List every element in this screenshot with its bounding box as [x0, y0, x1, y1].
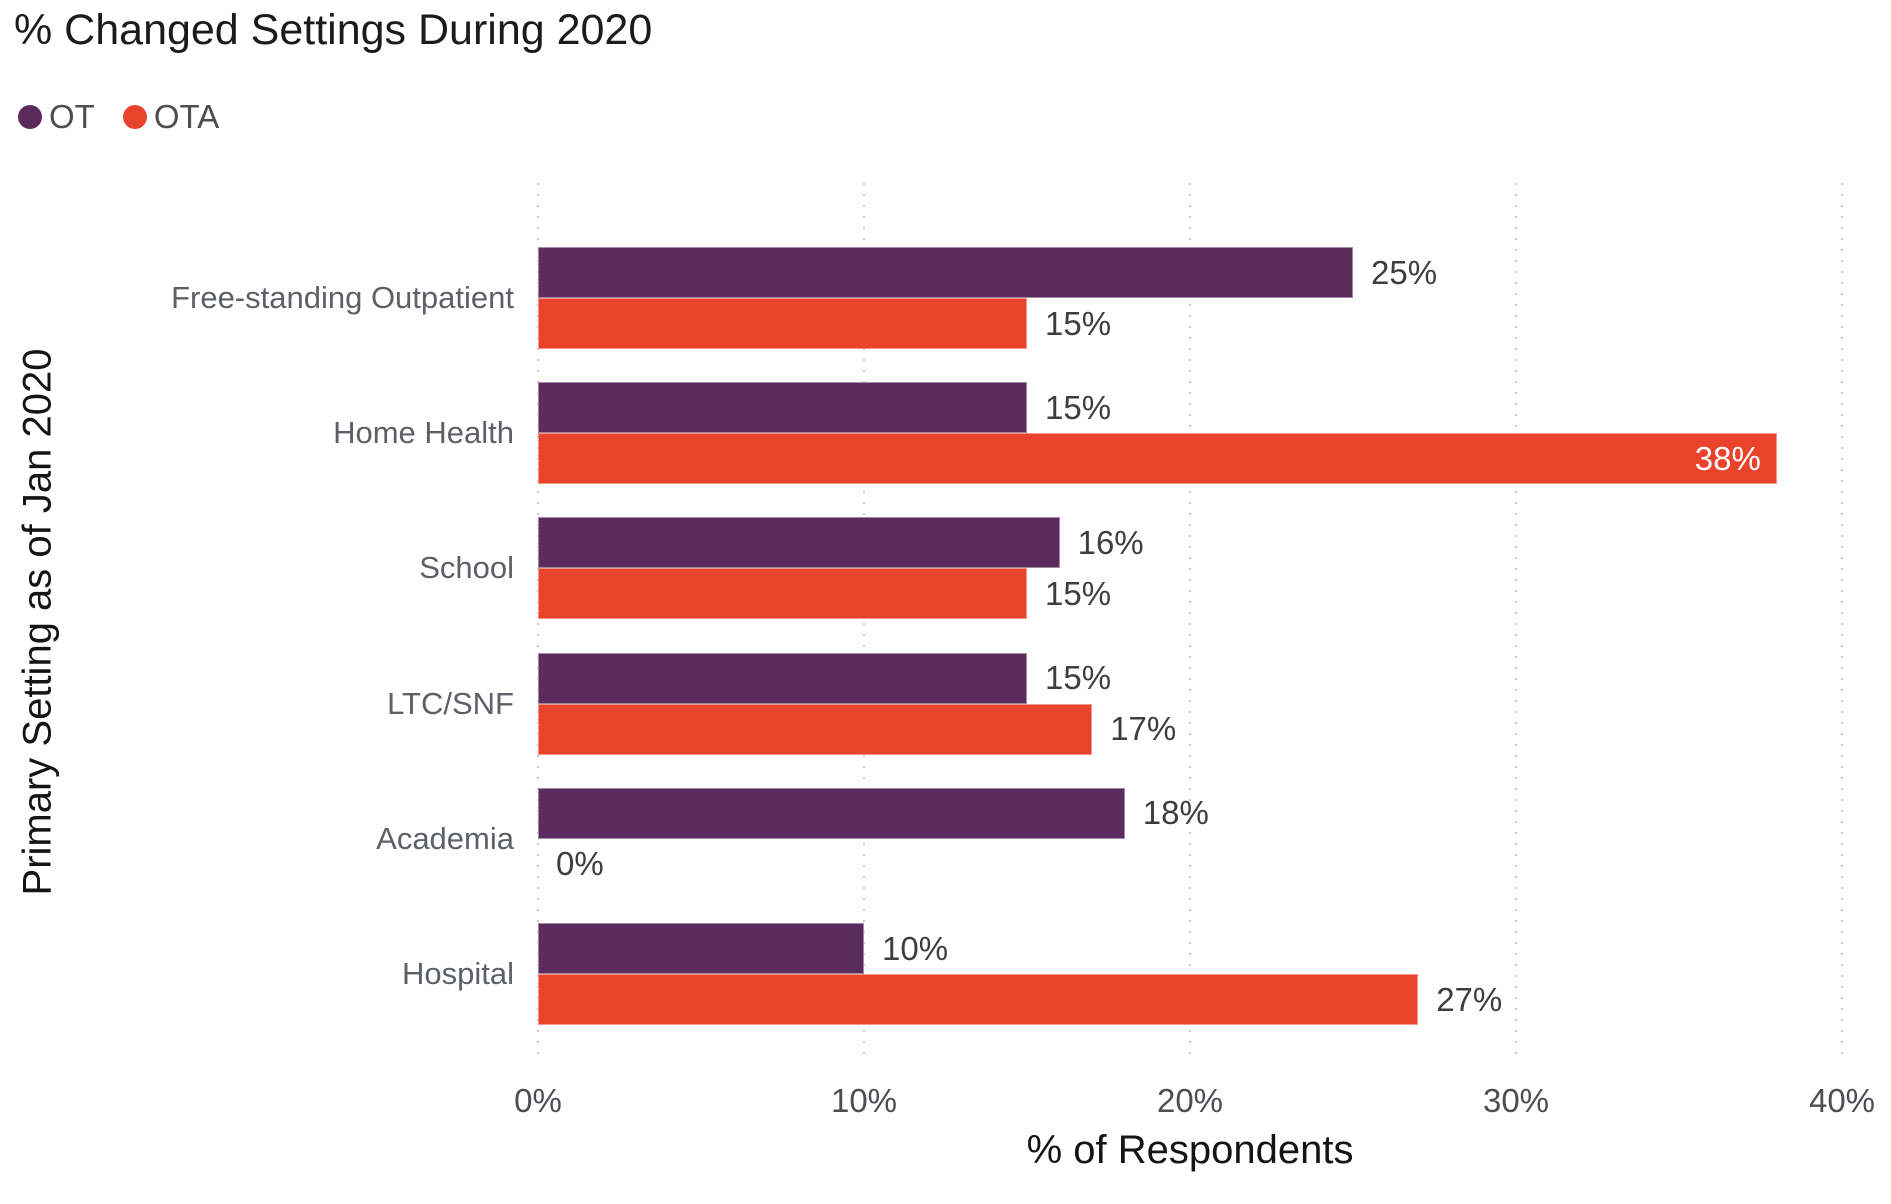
- legend-label-ota: OTA: [153, 98, 220, 135]
- gridline-30: [1515, 183, 1517, 1060]
- bar-ot-school: [538, 517, 1060, 569]
- x-tick-20: 20%: [1156, 1082, 1224, 1119]
- bar-ota-hospital: [538, 974, 1419, 1025]
- category-label-free-standing-outpatient: Free-standing Outpatient: [171, 280, 514, 315]
- legend: OT OTA: [18, 98, 219, 136]
- category-label-hospital: Hospital: [402, 956, 514, 991]
- value-label-ot-hospital: 10%: [882, 929, 949, 967]
- bar-ota-home-health: [538, 433, 1777, 485]
- value-label-ot-free-standing-outpatient: 25%: [1371, 253, 1438, 291]
- category-axis: Free-standing Outpatient Home Health Schoo…: [0, 183, 522, 1060]
- value-label-ot-academia: 18%: [1142, 794, 1209, 832]
- legend-label-ot: OT: [49, 98, 95, 135]
- bar-ot-hospital: [538, 923, 864, 974]
- x-axis-ticks: 0% 10% 20% 30% 40%: [514, 1082, 1875, 1124]
- category-label-academia: Academia: [376, 820, 514, 856]
- value-label-ota-hospital: 27%: [1436, 980, 1503, 1018]
- legend-swatch-ot-icon: [18, 105, 42, 129]
- value-label-ota-academia: 0%: [556, 845, 604, 883]
- plot-area: 25% 15% 15% 38% 16% 15% 15% 17% 18% 0% 10% 27%: [537, 183, 1843, 1060]
- legend-item-ot[interactable]: OT: [18, 98, 95, 136]
- bar-ot-academia: [538, 787, 1125, 839]
- value-label-ot-school: 16%: [1077, 523, 1144, 561]
- chart-title: % Changed Settings During 2020: [14, 6, 653, 54]
- gridline-20: [1189, 183, 1191, 1060]
- gridline-40: [1841, 183, 1843, 1060]
- x-axis-title: % of Respondents: [1026, 1128, 1354, 1172]
- x-tick-0: 0%: [514, 1082, 562, 1119]
- category-label-ltc-snf: LTC/SNF: [387, 685, 514, 721]
- x-tick-10: 10%: [830, 1082, 898, 1119]
- gridline-0: [537, 183, 539, 1060]
- x-tick-40: 40%: [1808, 1082, 1876, 1119]
- x-tick-30: 30%: [1482, 1082, 1550, 1119]
- value-label-ota-free-standing-outpatient: 15%: [1045, 304, 1112, 342]
- bar-ota-free-standing-outpatient: [538, 298, 1027, 349]
- category-label-school: School: [419, 550, 514, 586]
- value-label-ot-ltc-snf: 15%: [1045, 659, 1112, 697]
- value-label-ota-ltc-snf: 17%: [1110, 710, 1177, 748]
- value-label-ot-home-health: 15%: [1045, 388, 1112, 426]
- gridline-10: [863, 183, 865, 1060]
- value-label-ota-school: 15%: [1045, 574, 1112, 612]
- bar-ot-free-standing-outpatient: [538, 247, 1353, 298]
- bar-ota-ltc-snf: [538, 703, 1093, 755]
- bar-ot-ltc-snf: [538, 652, 1027, 704]
- bar-ota-school: [538, 568, 1027, 620]
- legend-item-ota[interactable]: OTA: [122, 98, 220, 136]
- value-label-ota-home-health: 38%: [1694, 439, 1761, 477]
- category-label-home-health: Home Health: [333, 415, 514, 451]
- bar-ot-home-health: [538, 382, 1027, 434]
- legend-swatch-ota-icon: [122, 105, 147, 129]
